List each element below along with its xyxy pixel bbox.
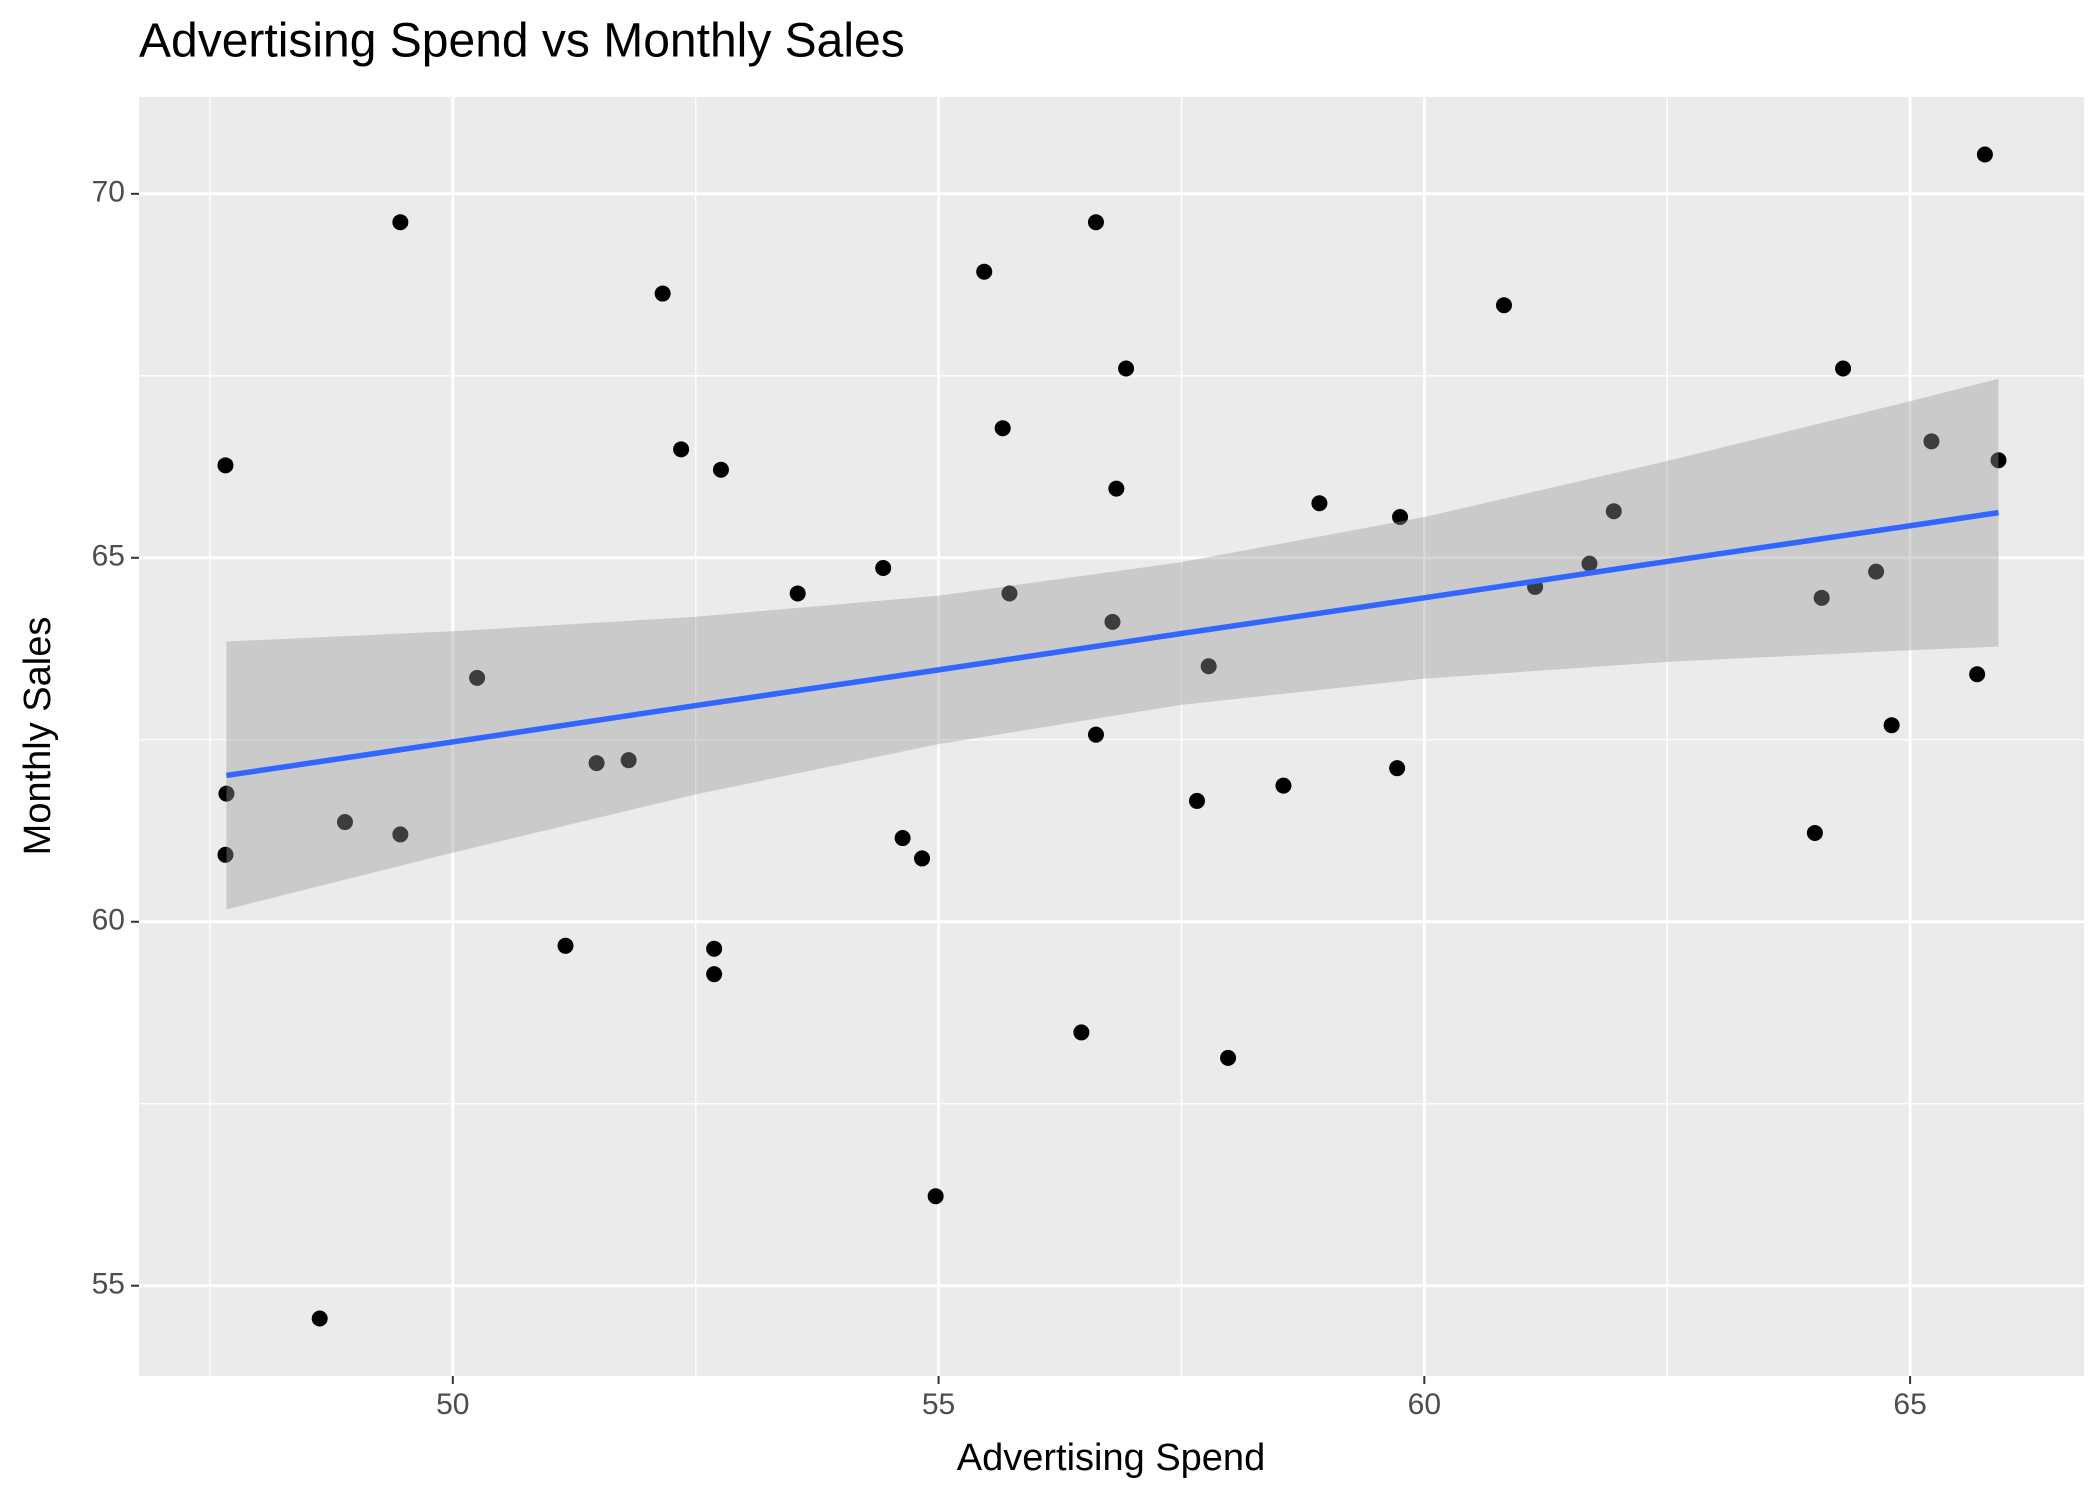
point — [1001, 585, 1018, 602]
point — [789, 585, 806, 602]
point — [1806, 824, 1823, 841]
y-axis-title: Monthly Sales — [17, 617, 59, 856]
x-tick-label: 65 — [1893, 1388, 1926, 1421]
point — [392, 214, 409, 231]
point — [588, 755, 605, 772]
point — [1835, 360, 1852, 377]
point — [1087, 214, 1104, 231]
point — [712, 461, 729, 478]
point — [1275, 777, 1292, 794]
point — [1990, 452, 2007, 469]
point — [654, 285, 671, 302]
x-axis-title: Advertising Spend — [957, 1437, 1265, 1479]
point — [875, 559, 892, 576]
x-tick-label: 55 — [922, 1388, 955, 1421]
point — [1392, 509, 1409, 526]
point — [1104, 613, 1121, 630]
point — [706, 966, 723, 983]
point — [336, 814, 353, 831]
point — [894, 830, 911, 847]
point — [927, 1188, 944, 1205]
point — [557, 937, 574, 954]
plot-panel — [139, 97, 2084, 1376]
point — [217, 846, 234, 863]
point — [914, 850, 931, 867]
x-tick-label: 60 — [1408, 1388, 1441, 1421]
point — [1923, 433, 1940, 450]
point — [1389, 760, 1406, 777]
point — [1073, 1024, 1090, 1041]
point — [1883, 717, 1900, 734]
trend-line — [226, 509, 1999, 779]
point — [1118, 360, 1135, 377]
point — [392, 826, 409, 843]
y-tick-label: 60 — [92, 904, 125, 937]
point — [1087, 726, 1104, 743]
point — [218, 785, 235, 802]
y-tick-label: 55 — [92, 1268, 125, 1301]
point — [1108, 480, 1125, 497]
point — [1200, 658, 1217, 675]
point — [311, 1310, 328, 1327]
point — [1495, 297, 1512, 314]
point — [994, 420, 1011, 437]
point — [1188, 792, 1205, 809]
point — [706, 940, 723, 957]
point — [1976, 146, 1993, 163]
point — [1969, 666, 1986, 683]
point — [1868, 563, 1885, 580]
point — [1311, 495, 1328, 512]
point — [217, 457, 234, 474]
point — [976, 263, 993, 280]
point — [1813, 589, 1830, 606]
chart-title: Advertising Spend vs Monthly Sales — [139, 15, 905, 68]
point — [1220, 1049, 1237, 1066]
y-tick-label: 65 — [92, 540, 125, 573]
x-tick-label: 50 — [436, 1388, 469, 1421]
point — [1581, 555, 1598, 572]
point — [620, 752, 637, 769]
point — [1605, 503, 1622, 520]
point — [673, 441, 690, 458]
point — [469, 669, 486, 686]
y-tick-label: 70 — [92, 176, 125, 209]
